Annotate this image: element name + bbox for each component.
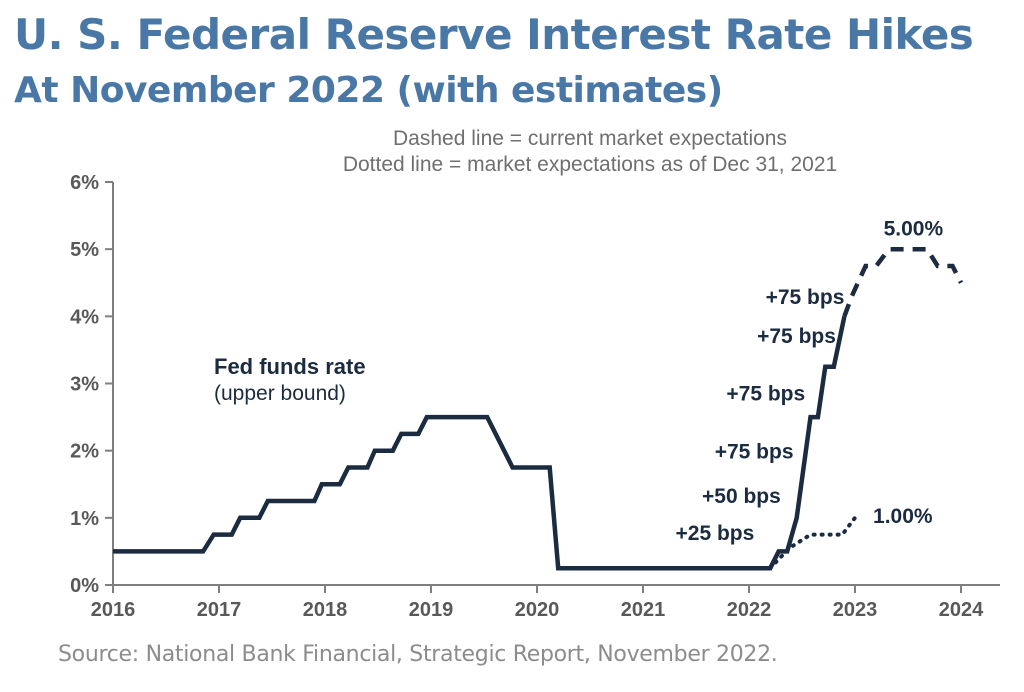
series-fed_funds_rate [113, 315, 847, 571]
axes: 0% 1% 2% 3% 4% 5% 6% 2016 2017 2018 2019 2020 2021 20… [70, 172, 1000, 621]
x-tick-label: 2020 [515, 599, 560, 621]
annotations: +25 bps +50 bps +75 bps +75 bps +75 bps +75 b… [676, 218, 944, 545]
x-tick-label: 2018 [303, 599, 348, 621]
x-tick-label: 2023 [833, 599, 878, 621]
annotation-label: +25 bps [676, 522, 755, 545]
y-tick-label: 2% [70, 441, 99, 463]
y-tick-label: 6% [70, 172, 99, 194]
x-tick-label: 2019 [409, 599, 454, 621]
annotation-label: +75 bps [726, 382, 805, 405]
y-tick-label: 0% [70, 575, 99, 597]
series-current_expectations [842, 246, 964, 318]
source-note: Source: National Bank Financial, Strateg… [58, 642, 778, 667]
x-tick-label: 2022 [727, 599, 772, 621]
dashed-line-note: Dashed line = current market expectation… [393, 127, 787, 150]
x-tick-label: 2024 [939, 599, 984, 621]
annotation-label: +75 bps [757, 325, 836, 348]
annotation-label: 5.00% [884, 218, 944, 241]
series-dec2021_expectations [768, 515, 857, 571]
y-tick-label: 5% [70, 239, 99, 261]
series-sublabel: (upper bound) [214, 382, 346, 405]
y-tick-label: 4% [70, 306, 99, 328]
annotation-label: +75 bps [715, 441, 794, 464]
annotation-label: +50 bps [702, 485, 781, 508]
annotation-label: +75 bps [766, 286, 845, 309]
series [113, 246, 964, 571]
x-tick-label: 2016 [91, 599, 136, 621]
dotted-line-note: Dotted line = market expectations as of … [342, 153, 838, 176]
chart-subtitle: At November 2022 (with estimates) [14, 70, 723, 111]
annotation-label: 1.00% [873, 505, 933, 528]
series-label: Fed funds rate [214, 354, 366, 379]
x-tick-label: 2017 [197, 599, 242, 621]
y-tick-label: 3% [70, 374, 99, 396]
y-tick-label: 1% [70, 508, 99, 530]
chart-title: U. S. Federal Reserve Interest Rate Hike… [14, 10, 974, 59]
x-tick-label: 2021 [621, 599, 666, 621]
